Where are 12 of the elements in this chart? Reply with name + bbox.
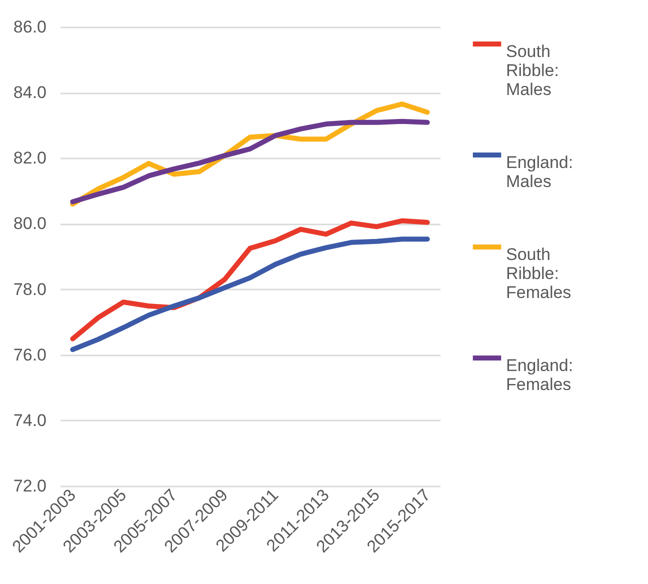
y-tick-label: 82.0 [13, 148, 46, 168]
y-tick-label: 84.0 [13, 83, 46, 102]
legend-label: South Ribble: Males [506, 42, 559, 99]
y-tick-label: 76.0 [13, 345, 46, 364]
legend-label: England: Males [506, 153, 574, 191]
y-tick-label: 74.0 [13, 410, 46, 430]
y-tick-label: 72.0 [13, 476, 46, 496]
y-tick-label: 78.0 [13, 280, 46, 299]
legend-label: England: Females [506, 356, 574, 394]
legend-label: South Ribble: Females [506, 245, 572, 302]
y-tick-label: 86.0 [13, 18, 46, 36]
y-tick-label: 80.0 [13, 214, 46, 234]
